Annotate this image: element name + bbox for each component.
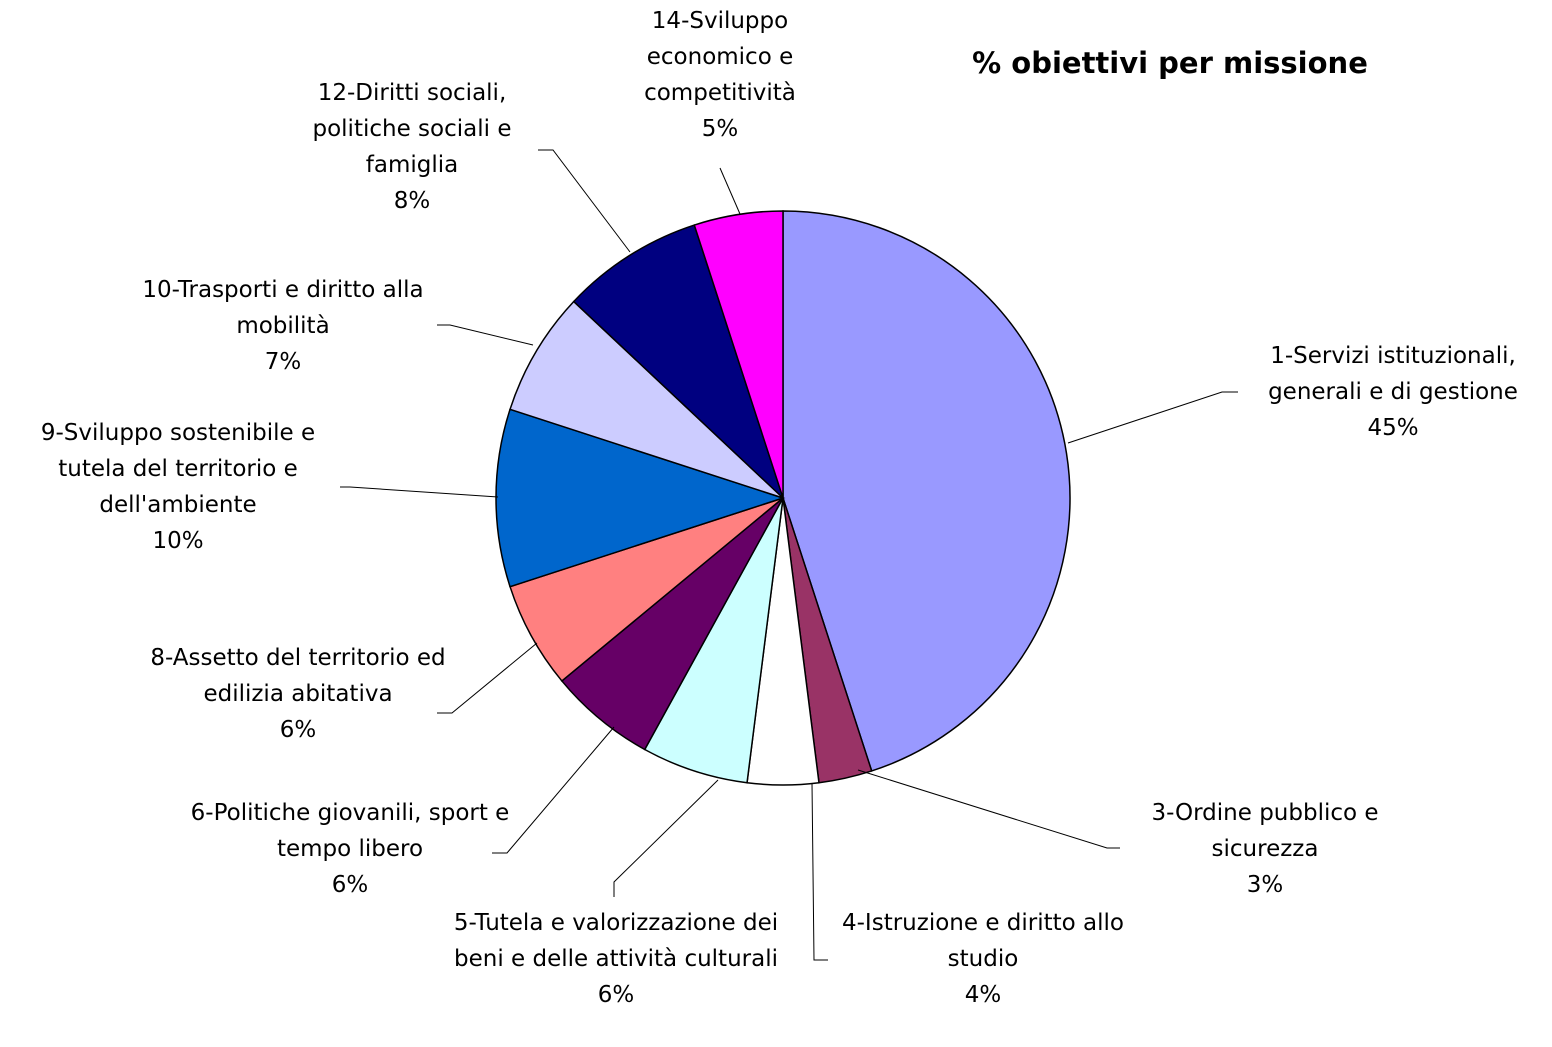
slice-label: 4-Istruzione e diritto allo studio 4% bbox=[818, 905, 1148, 1013]
slice-label: 8-Assetto del territorio ed edilizia abi… bbox=[148, 640, 448, 748]
category-label: 10-Trasporti e diritto alla mobilità bbox=[142, 277, 424, 339]
value-label: 6% bbox=[279, 717, 317, 743]
slice-label: 3-Ordine pubblico e sicurezza 3% bbox=[1115, 795, 1415, 903]
category-label: 1-Servizi istituzionali, generali e di g… bbox=[1268, 343, 1518, 405]
slice-label: 10-Trasporti e diritto alla mobilità 7% bbox=[123, 272, 443, 380]
leader-line bbox=[857, 769, 1120, 849]
leader-line bbox=[613, 779, 719, 897]
chart-title: % obiettivi per missione bbox=[972, 46, 1368, 80]
slice-label: 1-Servizi istituzionali, generali e di g… bbox=[1228, 338, 1552, 446]
value-label: 5% bbox=[701, 116, 739, 142]
leader-line bbox=[437, 324, 534, 346]
leader-line bbox=[719, 167, 741, 215]
pie-slice bbox=[509, 300, 784, 499]
value-label: 45% bbox=[1367, 415, 1419, 441]
slice-label: 14-Sviluppo economico e competitività 5% bbox=[615, 3, 825, 147]
category-label: 3-Ordine pubblico e sicurezza bbox=[1151, 800, 1379, 862]
value-label: 6% bbox=[331, 872, 369, 898]
value-label: 10% bbox=[152, 528, 204, 554]
slice-label: 12-Diritti sociali, politiche sociali e … bbox=[277, 75, 547, 219]
slice-label: 6-Politiche giovanili, sport e tempo lib… bbox=[185, 795, 515, 903]
leader-line bbox=[492, 726, 615, 854]
category-label: 6-Politiche giovanili, sport e tempo lib… bbox=[190, 800, 510, 862]
leader-line bbox=[811, 782, 828, 961]
slice-label: 5-Tutela e valorizzazione dei beni e del… bbox=[441, 905, 791, 1013]
pie-slice bbox=[572, 224, 784, 499]
value-label: 7% bbox=[264, 349, 302, 375]
pie-slice bbox=[782, 210, 1071, 772]
value-label: 4% bbox=[964, 982, 1002, 1008]
category-label: 8-Assetto del territorio ed edilizia abi… bbox=[150, 645, 446, 707]
value-label: 3% bbox=[1246, 872, 1284, 898]
category-label: 9-Sviluppo sostenibile e tutela del terr… bbox=[40, 420, 316, 518]
leader-line bbox=[1067, 391, 1238, 444]
category-label: 5-Tutela e valorizzazione dei beni e del… bbox=[453, 910, 779, 972]
pie-slice bbox=[693, 210, 784, 499]
leader-line bbox=[538, 149, 631, 253]
leader-line bbox=[437, 642, 538, 714]
value-label: 6% bbox=[597, 982, 635, 1008]
pie-slice bbox=[495, 408, 786, 588]
category-label: 4-Istruzione e diritto allo studio bbox=[842, 910, 1124, 972]
category-label: 12-Diritti sociali, politiche sociali e … bbox=[312, 80, 512, 178]
value-label: 8% bbox=[393, 188, 431, 214]
slice-label: 9-Sviluppo sostenibile e tutela del terr… bbox=[6, 415, 351, 559]
leader-line bbox=[340, 486, 499, 498]
category-label: 14-Sviluppo economico e competitività bbox=[644, 8, 796, 106]
